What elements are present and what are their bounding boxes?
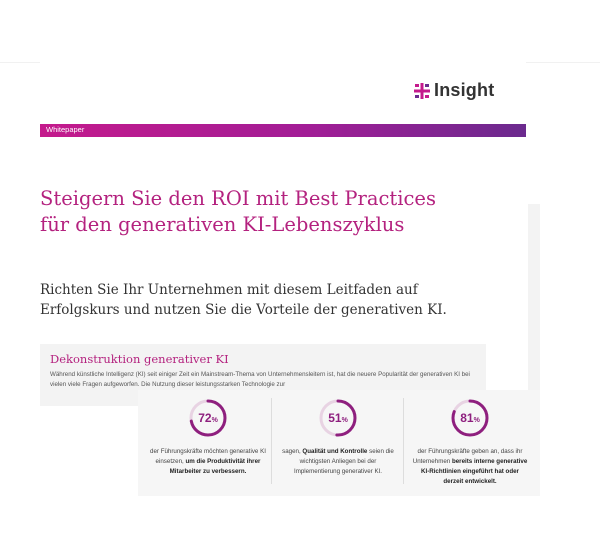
stat-description: der Führungskräfte geben an, dass ihr Un… (412, 447, 528, 487)
whitepaper-band: Whitepaper (40, 124, 526, 137)
insight-logo-icon (414, 82, 430, 99)
stats-card: 72% der Führungskräfte möchten generativ… (138, 390, 540, 496)
stat-ring: 72% (189, 399, 227, 437)
stat-description: sagen, Qualität und Kontrolle seien die … (280, 447, 396, 477)
stat-text-pre: sagen, (282, 448, 303, 455)
svg-text:51%: 51% (328, 411, 348, 425)
stat-text-pre: der Führungskräfte möchten generative KI… (150, 448, 266, 465)
stat-text-pre: der Führungskräfte geben an, dass ihr Un… (412, 448, 523, 465)
stat-value: 81 (460, 411, 474, 425)
band-label: Whitepaper (46, 125, 85, 134)
stat-text-bold: bereits interne generative KI-Richtlinie… (421, 458, 528, 485)
stat-divider (403, 398, 404, 484)
stat-item: 51% sagen, Qualität und Kontrolle seien … (280, 398, 396, 477)
whitepaper-page: Insight Whitepaper Steigern Sie den ROI … (40, 56, 526, 406)
section-title: Dekonstruktion generativer KI (50, 352, 229, 366)
stat-text-post: seien die wichtigsten Anliegen bei der I… (293, 448, 394, 475)
stat-value: 72 (198, 411, 212, 425)
stat-divider (271, 398, 272, 484)
stat-item: 81% der Führungskräfte geben an, dass ih… (412, 398, 528, 487)
stat-ring: 51% (319, 399, 357, 437)
page-subtitle: Richten Sie Ihr Unternehmen mit diesem L… (40, 282, 447, 318)
stat-description: der Führungskräfte möchten generative KI… (150, 447, 266, 477)
page-right-shadow (528, 204, 540, 392)
stat-item: 72% der Führungskräfte möchten generativ… (150, 398, 266, 477)
stat-unit: % (212, 417, 219, 424)
stat-ring: 81% (451, 399, 489, 437)
stat-text-bold: um die Produktivität ihrer Mitarbeiter z… (169, 458, 261, 475)
stat-unit: % (474, 417, 481, 424)
insight-logo: Insight (414, 80, 494, 101)
stat-unit: % (342, 417, 349, 424)
stat-text-bold: Qualität und Kontrolle (302, 448, 368, 455)
stat-value: 51 (328, 411, 342, 425)
svg-text:81%: 81% (460, 411, 480, 425)
brand-name: Insight (434, 80, 495, 100)
section-body: Während künstliche Intelligenz (KI) seit… (50, 371, 470, 388)
page-title: Steigern Sie den ROI mit Best Practices … (40, 187, 436, 236)
svg-text:72%: 72% (198, 411, 218, 425)
